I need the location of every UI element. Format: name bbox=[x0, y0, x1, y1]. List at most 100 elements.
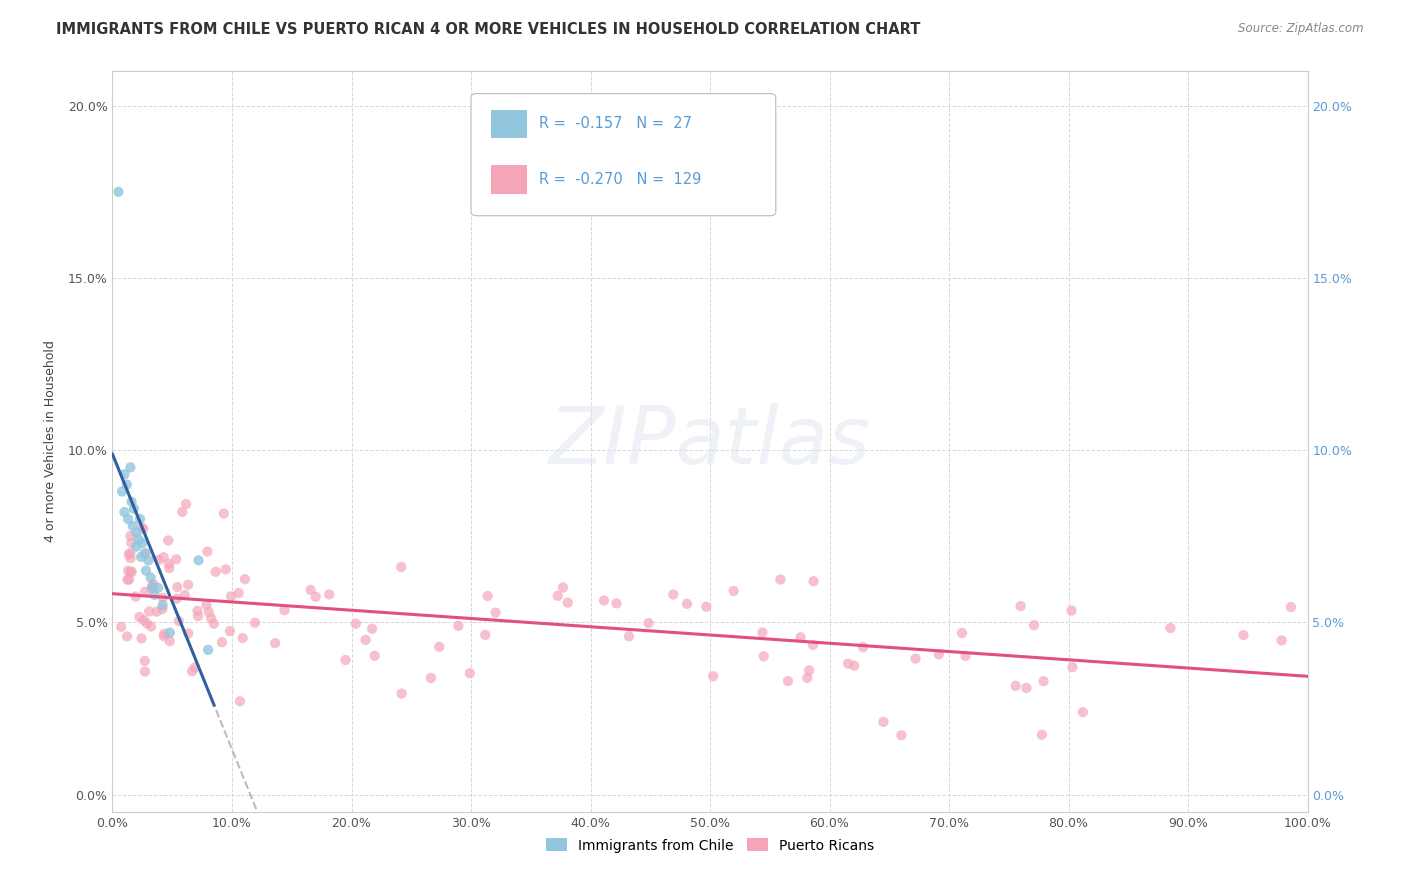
Point bbox=[447, 619, 470, 633]
Point bbox=[751, 625, 773, 640]
Point bbox=[120, 536, 142, 550]
Point bbox=[605, 596, 627, 610]
Point bbox=[1022, 618, 1045, 632]
Point bbox=[1015, 681, 1038, 695]
Point bbox=[228, 586, 250, 600]
Point bbox=[243, 615, 266, 630]
Point bbox=[117, 564, 139, 578]
Point bbox=[617, 629, 640, 643]
Point bbox=[477, 589, 499, 603]
Point bbox=[723, 584, 745, 599]
Point bbox=[141, 579, 163, 593]
Point bbox=[197, 605, 219, 619]
Point bbox=[299, 582, 322, 597]
Point bbox=[125, 540, 148, 554]
Point bbox=[152, 629, 174, 643]
Point bbox=[166, 580, 188, 594]
Point bbox=[139, 619, 162, 633]
Text: R =  -0.157   N =  27: R = -0.157 N = 27 bbox=[538, 117, 692, 131]
Point bbox=[474, 628, 496, 642]
Point bbox=[186, 604, 208, 618]
Point bbox=[120, 546, 142, 560]
Point bbox=[1159, 621, 1181, 635]
Text: ZIPatlas: ZIPatlas bbox=[548, 402, 872, 481]
Point bbox=[135, 546, 157, 560]
Point bbox=[361, 622, 384, 636]
Point bbox=[110, 620, 132, 634]
Point bbox=[138, 553, 160, 567]
Point bbox=[131, 632, 153, 646]
Point bbox=[776, 674, 799, 689]
Point bbox=[803, 574, 825, 589]
Point bbox=[1279, 600, 1302, 615]
Point bbox=[134, 546, 156, 560]
Point bbox=[1031, 728, 1053, 742]
Point bbox=[111, 484, 134, 499]
Point bbox=[662, 587, 685, 601]
Point bbox=[145, 605, 167, 619]
Point bbox=[1271, 633, 1294, 648]
Point bbox=[419, 671, 441, 685]
Point bbox=[354, 632, 377, 647]
Point bbox=[391, 687, 413, 701]
Point bbox=[200, 611, 222, 625]
Point bbox=[273, 603, 295, 617]
Point bbox=[166, 591, 188, 606]
Point bbox=[187, 553, 209, 567]
Point bbox=[118, 573, 141, 587]
Point bbox=[335, 653, 357, 667]
Point bbox=[1071, 705, 1094, 719]
Point bbox=[676, 597, 699, 611]
Point bbox=[1032, 674, 1054, 689]
Y-axis label: 4 or more Vehicles in Household: 4 or more Vehicles in Household bbox=[44, 341, 56, 542]
Text: IMMIGRANTS FROM CHILE VS PUERTO RICAN 4 OR MORE VEHICLES IN HOUSEHOLD CORRELATIO: IMMIGRANTS FROM CHILE VS PUERTO RICAN 4 … bbox=[56, 22, 921, 37]
Point bbox=[157, 533, 180, 548]
Point bbox=[197, 643, 219, 657]
Point bbox=[120, 565, 142, 579]
Point bbox=[187, 609, 209, 624]
Point bbox=[427, 640, 450, 654]
Point bbox=[305, 590, 328, 604]
Point bbox=[165, 552, 187, 566]
Point bbox=[181, 664, 204, 678]
Point bbox=[1062, 660, 1084, 674]
Point bbox=[195, 598, 218, 612]
Point bbox=[143, 588, 166, 602]
Point bbox=[157, 561, 180, 575]
Point bbox=[125, 590, 148, 604]
Point bbox=[152, 550, 174, 565]
Point bbox=[159, 625, 181, 640]
Point bbox=[135, 564, 157, 578]
Point bbox=[872, 714, 894, 729]
Point bbox=[593, 593, 616, 607]
Point bbox=[229, 694, 252, 708]
Point bbox=[153, 627, 176, 641]
Point bbox=[1232, 628, 1254, 642]
Point bbox=[107, 185, 129, 199]
Point bbox=[844, 658, 866, 673]
Point bbox=[318, 587, 340, 601]
Point bbox=[752, 649, 775, 664]
Point bbox=[139, 570, 162, 584]
Point bbox=[120, 529, 142, 543]
Point bbox=[120, 460, 142, 475]
Point bbox=[134, 584, 156, 599]
Point bbox=[128, 610, 150, 624]
Point bbox=[172, 505, 194, 519]
FancyBboxPatch shape bbox=[491, 165, 527, 194]
FancyBboxPatch shape bbox=[471, 94, 776, 216]
Point bbox=[389, 560, 412, 574]
Point bbox=[118, 547, 141, 561]
Point bbox=[135, 616, 157, 631]
Point bbox=[121, 565, 143, 579]
Point bbox=[202, 616, 225, 631]
Point bbox=[131, 520, 153, 534]
Point bbox=[134, 654, 156, 668]
Point bbox=[122, 501, 145, 516]
Point bbox=[146, 581, 169, 595]
Point bbox=[852, 640, 875, 654]
Point bbox=[174, 497, 197, 511]
Point bbox=[928, 648, 950, 662]
Point bbox=[142, 577, 165, 591]
Point bbox=[141, 581, 163, 595]
